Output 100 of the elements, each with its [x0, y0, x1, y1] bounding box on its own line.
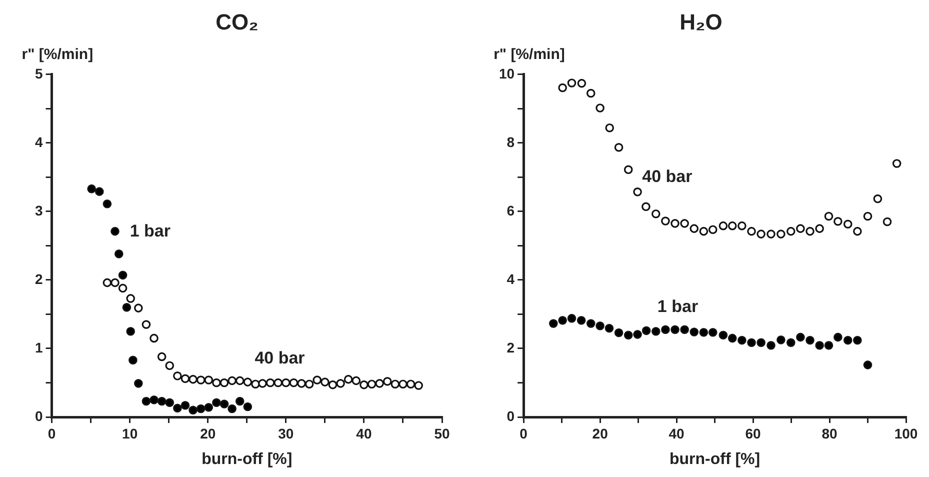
point: [157, 352, 166, 362]
y-tick-label: 10: [498, 65, 515, 82]
point: [134, 379, 143, 388]
point: [134, 304, 143, 312]
y-tick-label: 8: [506, 134, 515, 150]
chart-title: H₂O: [680, 9, 722, 34]
point: [142, 396, 151, 406]
point: [567, 78, 576, 88]
point: [243, 402, 252, 412]
point: [188, 374, 198, 384]
x-tick-label: 100: [894, 425, 918, 442]
point: [382, 376, 392, 386]
point: [824, 340, 834, 350]
y-tick-label: 4: [34, 134, 43, 150]
point: [642, 202, 650, 212]
point: [173, 404, 182, 412]
point: [328, 380, 338, 390]
point: [747, 338, 756, 348]
point: [786, 338, 796, 348]
chart-title: CO₂: [216, 9, 258, 34]
point: [220, 400, 229, 408]
point: [196, 376, 206, 384]
point: [367, 380, 376, 389]
point: [806, 226, 814, 236]
y-tick-label: 0: [506, 408, 515, 424]
point: [312, 376, 322, 384]
point: [142, 320, 151, 329]
point: [110, 226, 120, 236]
point: [165, 398, 174, 408]
point: [843, 336, 852, 345]
point: [414, 381, 423, 390]
point: [796, 332, 805, 342]
point: [815, 340, 824, 350]
point: [258, 379, 267, 388]
point: [661, 325, 670, 334]
y-axis-title: r" [%/min]: [22, 46, 94, 64]
point: [102, 278, 112, 288]
point: [243, 378, 252, 386]
x-tick-label: 20: [200, 425, 216, 442]
point: [304, 380, 314, 389]
point: [586, 319, 596, 328]
point: [352, 376, 361, 386]
point: [118, 284, 128, 293]
point: [806, 336, 814, 345]
point: [604, 324, 614, 333]
x-tick-label: 0: [520, 425, 528, 442]
point: [796, 224, 805, 233]
point: [728, 334, 737, 343]
point: [576, 316, 586, 325]
point: [180, 374, 190, 384]
point: [228, 404, 236, 414]
point: [289, 378, 298, 388]
point: [690, 224, 699, 233]
point: [212, 378, 221, 388]
point: [756, 230, 766, 238]
point: [114, 250, 124, 258]
point: [126, 294, 136, 303]
point: [549, 319, 558, 328]
point: [651, 326, 660, 336]
x-tick-label: 40: [668, 425, 685, 442]
point: [220, 378, 229, 388]
point: [708, 225, 718, 234]
point: [728, 221, 737, 230]
point: [651, 209, 660, 218]
point: [853, 226, 862, 236]
x-axis-title: burn-off [%]: [202, 450, 292, 468]
x-tick-label: 60: [745, 425, 762, 442]
point: [892, 159, 902, 168]
point: [87, 184, 96, 194]
x-tick-label: 20: [592, 425, 608, 442]
point: [661, 216, 670, 226]
point: [282, 378, 290, 388]
point: [110, 278, 120, 288]
point: [718, 221, 728, 230]
point: [173, 371, 182, 380]
y-tick-label: 6: [506, 202, 515, 218]
x-tick-label: 80: [822, 425, 838, 442]
point: [624, 330, 633, 340]
x-tick-label: 0: [48, 425, 56, 442]
point: [834, 216, 842, 226]
x-axis-title: burn-off [%]: [669, 450, 760, 468]
point: [747, 226, 756, 236]
annotation: 1 bar: [657, 297, 698, 316]
point: [596, 104, 604, 112]
point: [843, 220, 852, 229]
point: [94, 187, 104, 196]
point: [670, 325, 680, 334]
point: [680, 325, 689, 334]
point: [188, 406, 198, 415]
point: [577, 78, 586, 88]
point: [274, 378, 283, 388]
point: [633, 188, 642, 196]
point: [699, 328, 708, 337]
y-tick-label: 2: [34, 270, 43, 287]
point: [756, 338, 766, 348]
y-tick-label: 0: [34, 408, 43, 424]
point: [128, 356, 138, 365]
point: [786, 226, 796, 236]
point: [853, 336, 862, 345]
point: [815, 224, 824, 233]
